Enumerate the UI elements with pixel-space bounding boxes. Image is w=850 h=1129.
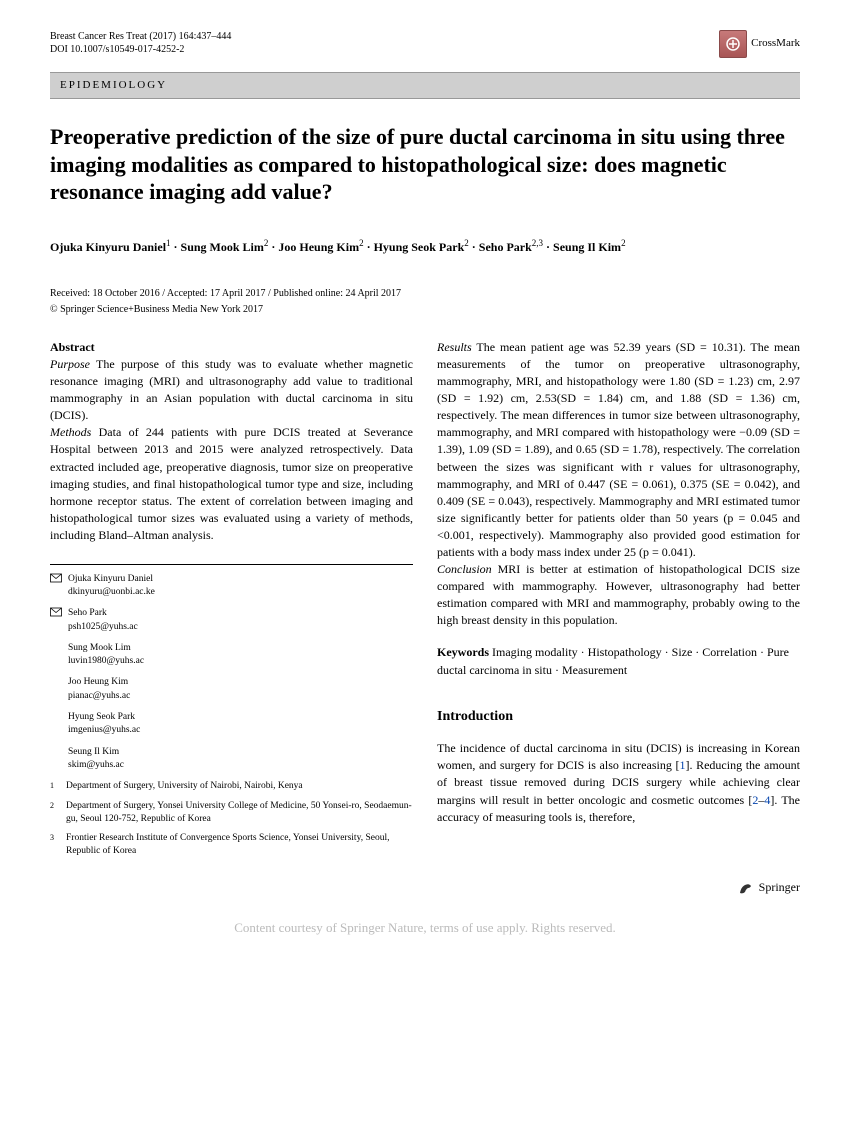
- keywords-label: Keywords: [437, 645, 489, 659]
- blank-icon: [50, 746, 62, 773]
- watermark: Content courtesy of Springer Nature, ter…: [50, 919, 800, 937]
- journal-info: Breast Cancer Res Treat (2017) 164:437–4…: [50, 30, 231, 56]
- affil-num: 2: [50, 800, 58, 827]
- author-list: Ojuka Kinyuru Daniel1 · Sung Mook Lim2 ·…: [50, 236, 800, 257]
- corr-name: Seho Park: [68, 608, 107, 618]
- corr-entry: Seho Park psh1025@yuhs.ac: [50, 607, 413, 634]
- conclusion-label: Conclusion: [437, 562, 492, 576]
- crossmark-badge[interactable]: CrossMark: [719, 30, 800, 58]
- affil-num: 3: [50, 832, 58, 859]
- affil-text: Department of Surgery, Yonsei University…: [66, 800, 413, 827]
- right-column: Results The mean patient age was 52.39 y…: [437, 339, 800, 858]
- corr-name: Seung Il Kim: [68, 747, 119, 757]
- corr-email: psh1025@yuhs.ac: [68, 622, 138, 632]
- mail-icon: [50, 607, 62, 634]
- keywords-text: Imaging modality · Histopathology · Size…: [437, 645, 789, 677]
- results-label: Results: [437, 340, 472, 354]
- springer-horse-icon: [737, 879, 755, 897]
- purpose-text: The purpose of this study was to evaluat…: [50, 357, 413, 422]
- spacer: [50, 544, 413, 564]
- page-header: Breast Cancer Res Treat (2017) 164:437–4…: [50, 30, 800, 58]
- affil-num: 1: [50, 780, 58, 793]
- crossmark-label: CrossMark: [751, 36, 800, 51]
- corr-email: skim@yuhs.ac: [68, 760, 124, 770]
- copyright: © Springer Science+Business Media New Yo…: [50, 303, 800, 317]
- abstract-right: Results The mean patient age was 52.39 y…: [437, 339, 800, 629]
- journal-citation: Breast Cancer Res Treat (2017) 164:437–4…: [50, 30, 231, 43]
- corr-entry: Sung Mook Lim luvin1980@yuhs.ac: [50, 642, 413, 669]
- mail-icon: [50, 573, 62, 600]
- abstract-left: Abstract Purpose The purpose of this stu…: [50, 339, 413, 543]
- content-columns: Abstract Purpose The purpose of this stu…: [50, 339, 800, 858]
- corr-email: dkinyuru@uonbi.ac.ke: [68, 587, 155, 597]
- article-dates: Received: 18 October 2016 / Accepted: 17…: [50, 287, 800, 301]
- blank-icon: [50, 711, 62, 738]
- methods-label: Methods: [50, 425, 91, 439]
- publisher-footer: Springer: [50, 879, 800, 897]
- blank-icon: [50, 642, 62, 669]
- results-text: The mean patient age was 52.39 years (SD…: [437, 340, 800, 558]
- left-column: Abstract Purpose The purpose of this stu…: [50, 339, 413, 858]
- abstract-heading: Abstract: [50, 340, 95, 354]
- correspondence-box: Ojuka Kinyuru Daniel dkinyuru@uonbi.ac.ke…: [50, 564, 413, 859]
- corr-name: Hyung Seok Park: [68, 712, 135, 722]
- corr-name: Sung Mook Lim: [68, 643, 131, 653]
- corr-email: pianac@yuhs.ac: [68, 691, 130, 701]
- doi: DOI 10.1007/s10549-017-4252-2: [50, 43, 231, 56]
- section-label: EPIDEMIOLOGY: [50, 72, 800, 99]
- crossmark-icon: [719, 30, 747, 58]
- article-title: Preoperative prediction of the size of p…: [50, 123, 800, 206]
- affil-text: Frontier Research Institute of Convergen…: [66, 832, 413, 859]
- corr-email: luvin1980@yuhs.ac: [68, 656, 144, 666]
- corr-entry: Seung Il Kim skim@yuhs.ac: [50, 746, 413, 773]
- conclusion-text: MRI is better at estimation of histopath…: [437, 562, 800, 627]
- affil-text: Department of Surgery, University of Nai…: [66, 780, 303, 793]
- affiliation: 1 Department of Surgery, University of N…: [50, 780, 413, 793]
- corr-name: Ojuka Kinyuru Daniel: [68, 574, 153, 584]
- springer-label: Springer: [759, 879, 800, 896]
- affiliation: 3 Frontier Research Institute of Converg…: [50, 832, 413, 859]
- corr-entry: Ojuka Kinyuru Daniel dkinyuru@uonbi.ac.ke: [50, 573, 413, 600]
- affiliation: 2 Department of Surgery, Yonsei Universi…: [50, 800, 413, 827]
- corr-email: imgenius@yuhs.ac: [68, 725, 140, 735]
- methods-text: Data of 244 patients with pure DCIS trea…: [50, 425, 413, 541]
- introduction-heading: Introduction: [437, 707, 800, 727]
- keywords: Keywords Imaging modality · Histopatholo…: [437, 643, 800, 679]
- corr-entry: Joo Heung Kim pianac@yuhs.ac: [50, 676, 413, 703]
- corr-name: Joo Heung Kim: [68, 677, 128, 687]
- corr-entry: Hyung Seok Park imgenius@yuhs.ac: [50, 711, 413, 738]
- introduction-body: The incidence of ductal carcinoma in sit…: [437, 740, 800, 825]
- purpose-label: Purpose: [50, 357, 90, 371]
- blank-icon: [50, 676, 62, 703]
